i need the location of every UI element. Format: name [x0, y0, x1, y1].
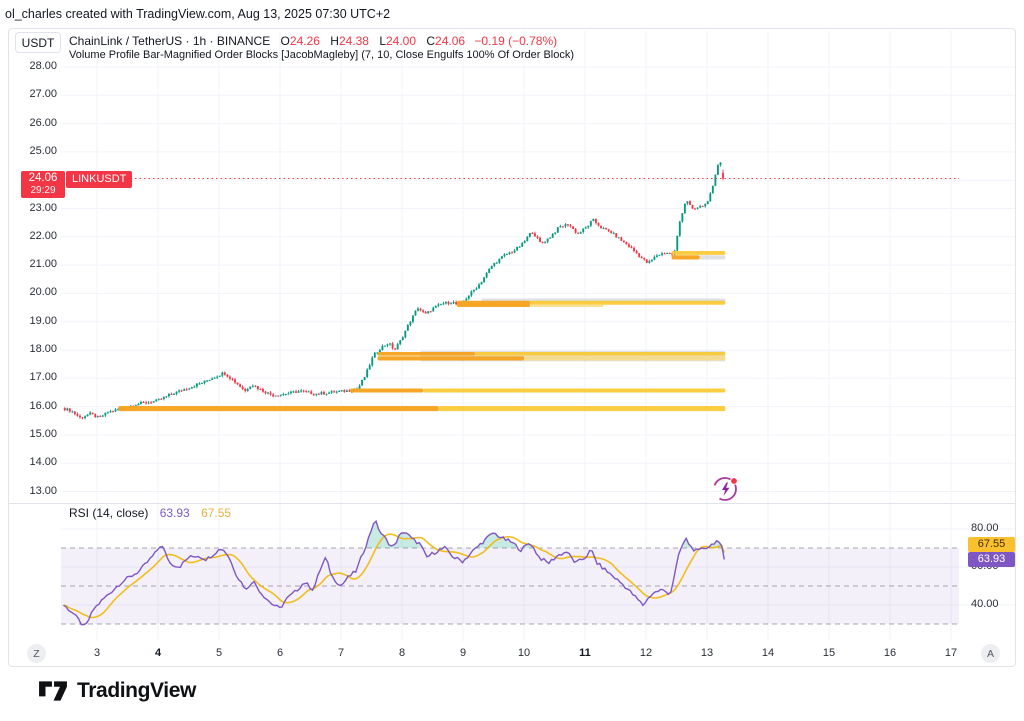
close-label: C — [426, 34, 436, 48]
time-tick: 3 — [93, 647, 101, 659]
rsi-axis-40: 40.00 — [971, 598, 999, 610]
open-label: O — [280, 34, 290, 48]
rsi-legend[interactable]: RSI (14, close) 63.93 67.55 — [69, 506, 231, 520]
price-tick: 19.00 — [29, 314, 57, 327]
currency-unit-chip[interactable]: USDT — [15, 32, 61, 53]
rsi-ma-value: 67.55 — [201, 506, 232, 520]
time-tick: 9 — [459, 647, 467, 659]
time-tick: 6 — [276, 647, 284, 659]
time-tick: Z — [27, 644, 46, 663]
price-tick: 16.00 — [29, 399, 57, 412]
price-tick: 22.00 — [29, 229, 57, 242]
open-value: 24.26 — [289, 34, 320, 48]
time-tick: 14 — [761, 647, 775, 659]
time-tick: 16 — [883, 647, 897, 659]
time-tick: 12 — [639, 647, 653, 659]
time-tick: 15 — [822, 647, 836, 659]
time-tick: 10 — [517, 647, 531, 659]
time-tick: 4 — [154, 647, 162, 659]
tradingview-logo-icon — [39, 681, 67, 701]
price-tick: 23.00 — [29, 201, 57, 214]
time-axis[interactable]: Z 3 4 5 6 7 8 9 10 11 12 13 14 15 16 17 A — [9, 641, 1015, 666]
price-tick: 25.00 — [29, 144, 57, 157]
chart-frame: USDT ChainLink / TetherUS · 1h · BINANCE… — [8, 28, 1016, 667]
last-price-value: 24.06 — [28, 172, 58, 184]
price-axis[interactable]: 28.00 27.00 26.00 25.00 23.00 22.00 21.00 20.00… — [9, 29, 59, 503]
rsi-value: 63.93 — [159, 506, 190, 520]
ticker-flag[interactable]: LINKUSDT — [66, 171, 133, 188]
rsi-axis-80: 80.00 — [971, 522, 999, 534]
rsi-value-label-box: 63.93 — [968, 552, 1015, 567]
rsi-title: RSI (14, close) — [69, 506, 149, 520]
low-value: 24.00 — [386, 34, 417, 48]
price-chart-canvas[interactable] — [9, 29, 1016, 667]
price-tick: 18.00 — [29, 343, 57, 355]
price-tick: 21.00 — [29, 258, 57, 271]
change-value: −0.19 (−0.78%) — [474, 34, 558, 48]
price-tick: 27.00 — [29, 88, 57, 101]
time-tick: 11 — [579, 647, 591, 659]
price-tick: 13.00 — [29, 484, 57, 497]
high-value: 24.38 — [338, 34, 369, 48]
tradingview-logo[interactable]: TradingView — [38, 679, 196, 703]
price-tick: 15.00 — [29, 427, 57, 440]
time-tick: A — [981, 644, 1000, 663]
high-label: H — [330, 34, 339, 48]
symbol-legend[interactable]: ChainLink / TetherUS · 1h · BINANCE O24.… — [69, 34, 557, 48]
rsi-ma-label-box: 67.55 — [968, 537, 1015, 552]
price-tick: 20.00 — [29, 286, 57, 299]
close-value: 24.06 — [435, 34, 466, 48]
time-tick: 7 — [337, 647, 345, 659]
price-tick: 28.00 — [29, 60, 57, 72]
time-tick: 13 — [700, 647, 714, 659]
last-price-label[interactable]: 24.06 29:29 — [21, 171, 65, 198]
flash-icon — [713, 477, 738, 501]
attribution-text: ol_charles created with TradingView.com,… — [5, 7, 391, 21]
time-tick: 17 — [944, 647, 958, 659]
price-tick: 17.00 — [29, 371, 57, 384]
low-label: L — [379, 34, 386, 48]
indicator-legend[interactable]: Volume Profile Bar-Magnified Order Block… — [69, 49, 575, 61]
symbol-title: ChainLink / TetherUS · 1h · BINANCE — [69, 34, 271, 48]
price-tick: 14.00 — [29, 456, 57, 469]
price-tick: 26.00 — [29, 116, 57, 129]
bar-countdown: 29:29 — [30, 184, 56, 196]
tradingview-logo-text: TradingView — [77, 679, 196, 702]
time-tick: 5 — [215, 647, 223, 659]
flash-alert-button[interactable] — [711, 473, 741, 503]
time-tick: 8 — [398, 647, 406, 659]
